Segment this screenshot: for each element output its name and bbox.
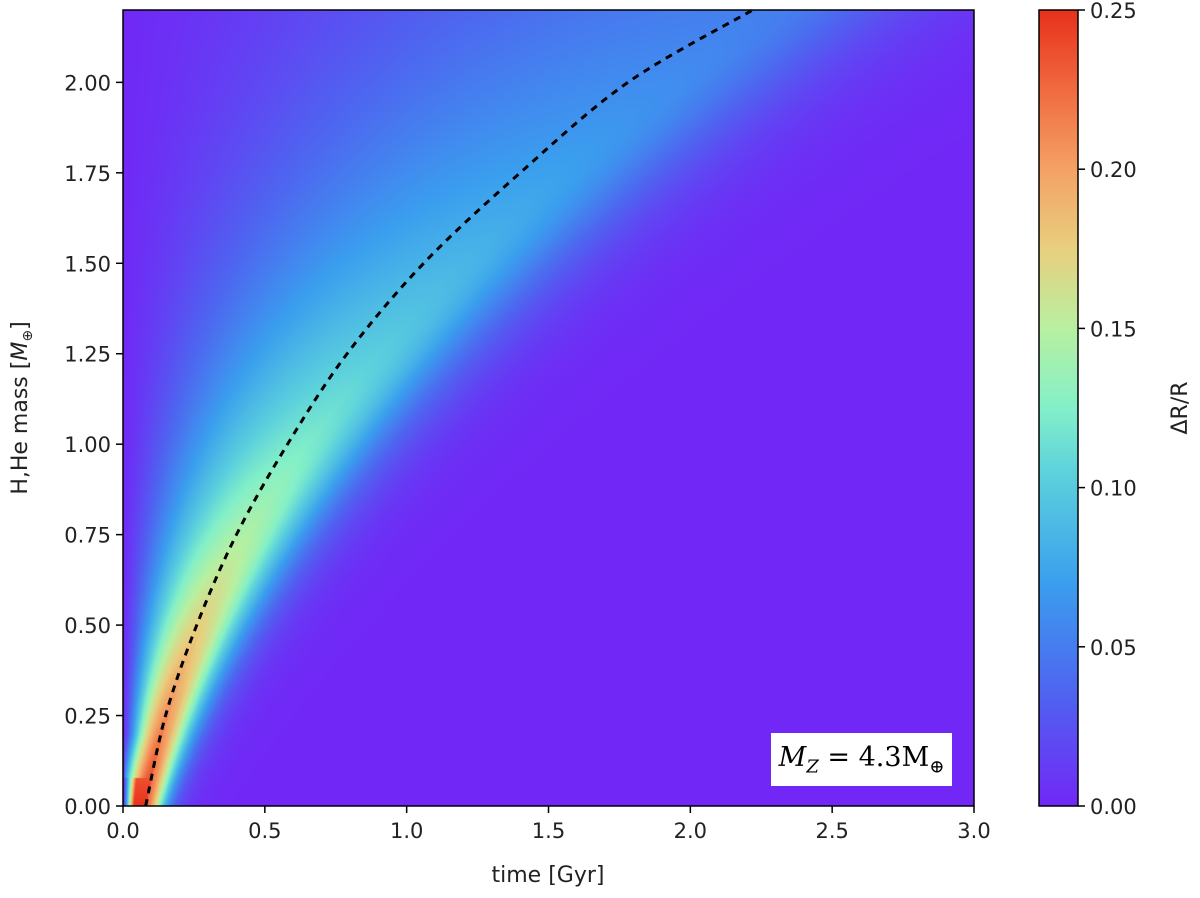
x-tick-label: 1.0	[390, 819, 423, 843]
annotation-box: MZ = 4.3M⊕	[771, 733, 952, 786]
y-tick-label: 2.00	[64, 71, 111, 95]
x-tick-label: 2.0	[674, 819, 707, 843]
x-axis: 0.0 0.5 1.0 1.5 2.0 2.5 3.0	[106, 806, 991, 843]
colorbar	[1038, 9, 1079, 807]
colorbar-tick-label: 0.20	[1090, 158, 1137, 182]
x-tick-label: 0.5	[248, 819, 281, 843]
ridge-dashed-curve	[144, 10, 754, 806]
y-tick-label: 0.00	[64, 795, 111, 819]
x-axis-label: time [Gyr]	[492, 863, 605, 888]
colorbar-tick-label: 0.15	[1090, 317, 1137, 341]
x-tick-label: 3.0	[957, 819, 990, 843]
colorbar-tick-label: 0.00	[1090, 795, 1137, 819]
colorbar-tick-label: 0.10	[1090, 477, 1137, 501]
y-tick-label: 0.50	[64, 614, 111, 638]
y-tick-label: 0.25	[64, 705, 111, 729]
y-tick-label: 0.75	[64, 524, 111, 548]
colorbar-axis: 0.00 0.05 0.10 0.15 0.20 0.25	[1078, 0, 1137, 819]
y-tick-label: 1.25	[64, 343, 111, 367]
colorbar-label: ΔR/R	[1168, 381, 1193, 434]
heatmap-raster	[123, 10, 974, 806]
x-tick-label: 0.0	[106, 819, 139, 843]
x-tick-label: 1.5	[532, 819, 565, 843]
heatmap-image	[123, 10, 974, 806]
y-tick-label: 1.75	[64, 162, 111, 186]
y-axis: 0.00 0.25 0.50 0.75 1.00 1.25 1.50 1.75 2.00	[64, 71, 123, 819]
colorbar-tick-label: 0.25	[1090, 0, 1137, 23]
y-axis-label: H,He mass [M⊕]	[8, 321, 36, 494]
x-tick-label: 2.5	[815, 819, 848, 843]
y-tick-label: 1.00	[64, 433, 111, 457]
y-tick-label: 1.50	[64, 252, 111, 276]
annotation-text: MZ = 4.3M⊕	[778, 741, 945, 778]
colorbar-tick-label: 0.05	[1090, 636, 1137, 660]
